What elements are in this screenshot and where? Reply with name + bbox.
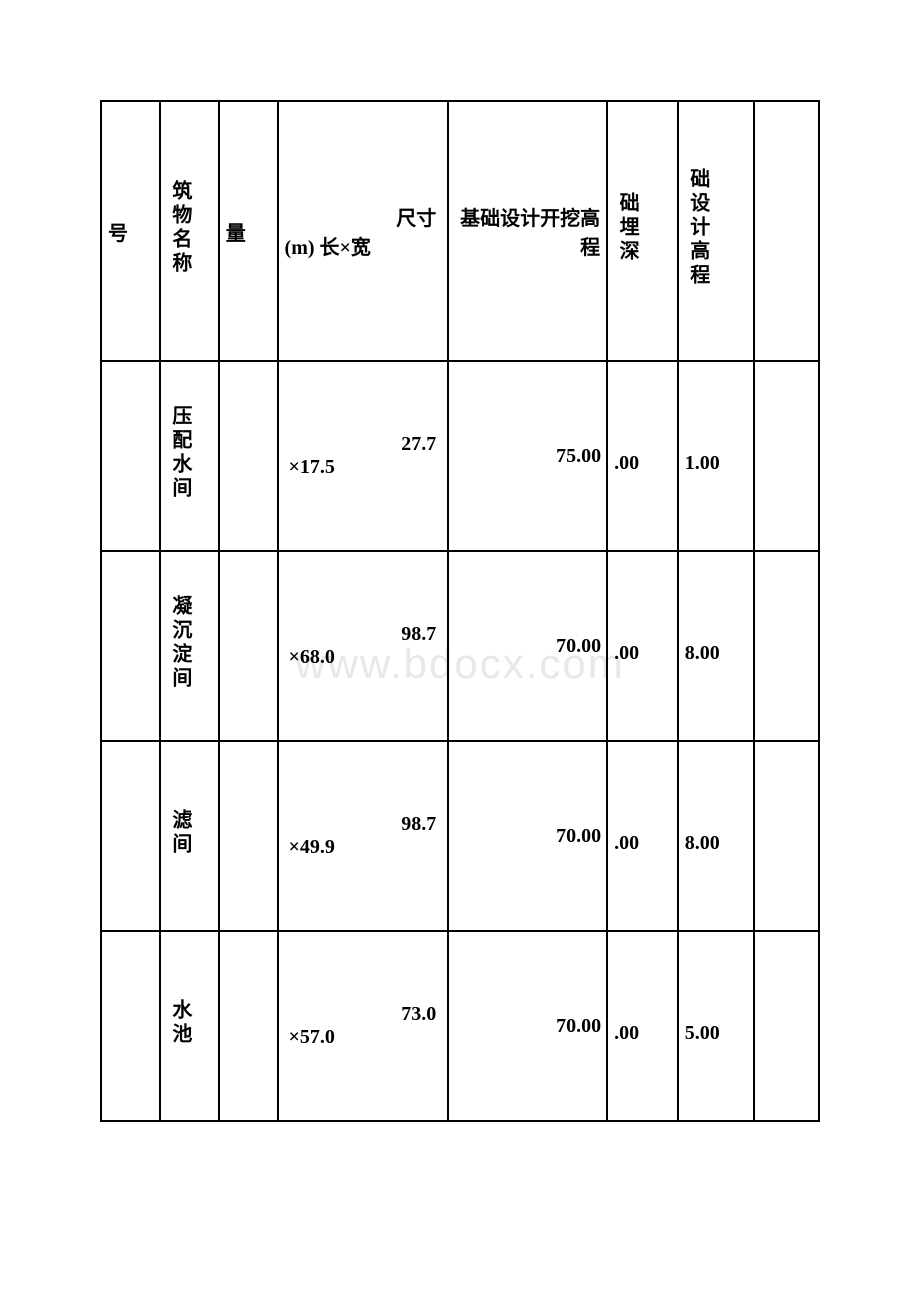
header-dim-line1: 尺寸: [285, 202, 442, 231]
header-depth-text: 础埋深: [614, 192, 640, 264]
cell-name: 滤间: [160, 741, 219, 931]
structure-table: 号 筑物名称 量 尺寸 (m) 长×宽 基础设计开挖高程 础埋深 础设计高程 压…: [100, 100, 820, 1122]
cell-dim1: 27.7: [289, 433, 442, 456]
table-row: 滤间 98.7 ×49.9 70.00 .00 8.00: [101, 741, 819, 931]
cell-elevation: 70.00: [448, 741, 607, 931]
cell-name: 压配水间: [160, 361, 219, 551]
header-empty: [754, 101, 819, 361]
cell-design: 5.00: [678, 931, 755, 1121]
cell-quantity: [219, 361, 278, 551]
cell-dim2: ×68.0: [289, 646, 442, 669]
cell-dim1: 98.7: [289, 623, 442, 646]
cell-dim2: ×49.9: [289, 836, 442, 859]
cell-dimensions: 98.7 ×49.9: [278, 741, 449, 931]
cell-design: 8.00: [678, 741, 755, 931]
header-dimensions: 尺寸 (m) 长×宽: [278, 101, 449, 361]
header-elev-text: 基础设计开挖高程: [455, 202, 600, 260]
cell-dimensions: 73.0 ×57.0: [278, 931, 449, 1121]
cell-elevation: 70.00: [448, 551, 607, 741]
cell-number: [101, 361, 160, 551]
header-quantity: 量: [219, 101, 278, 361]
header-dim-line2: (m) 长×宽: [285, 231, 442, 260]
header-number: 号: [101, 101, 160, 361]
cell-dimensions: 98.7 ×68.0: [278, 551, 449, 741]
cell-dim2: ×57.0: [289, 1026, 442, 1049]
cell-empty: [754, 361, 819, 551]
cell-empty: [754, 741, 819, 931]
cell-depth: .00: [607, 931, 678, 1121]
cell-design: 1.00: [678, 361, 755, 551]
table-row: 压配水间 27.7 ×17.5 75.00 .00 1.00: [101, 361, 819, 551]
cell-empty: [754, 551, 819, 741]
cell-name: 凝沉淀间: [160, 551, 219, 741]
cell-quantity: [219, 931, 278, 1121]
table-row: 凝沉淀间 98.7 ×68.0 70.00 .00 8.00: [101, 551, 819, 741]
cell-quantity: [219, 551, 278, 741]
cell-name-text: 滤间: [167, 809, 193, 857]
cell-number: [101, 551, 160, 741]
cell-quantity: [219, 741, 278, 931]
cell-depth: .00: [607, 361, 678, 551]
cell-dimensions: 27.7 ×17.5: [278, 361, 449, 551]
header-design-elevation: 础设计高程: [678, 101, 755, 361]
cell-number: [101, 931, 160, 1121]
header-design-text: 础设计高程: [685, 168, 711, 288]
cell-number: [101, 741, 160, 931]
cell-empty: [754, 931, 819, 1121]
cell-dim1: 98.7: [289, 813, 442, 836]
header-elevation: 基础设计开挖高程: [448, 101, 607, 361]
table-header-row: 号 筑物名称 量 尺寸 (m) 长×宽 基础设计开挖高程 础埋深 础设计高程: [101, 101, 819, 361]
cell-name-text: 水池: [167, 999, 193, 1047]
cell-dim2: ×17.5: [289, 456, 442, 479]
cell-depth: .00: [607, 741, 678, 931]
cell-name: 水池: [160, 931, 219, 1121]
header-structure-name: 筑物名称: [160, 101, 219, 361]
header-depth: 础埋深: [607, 101, 678, 361]
header-structure-name-text: 筑物名称: [167, 180, 193, 276]
cell-elevation: 75.00: [448, 361, 607, 551]
table-row: 水池 73.0 ×57.0 70.00 .00 5.00: [101, 931, 819, 1121]
cell-depth: .00: [607, 551, 678, 741]
cell-dim1: 73.0: [289, 1003, 442, 1026]
cell-name-text: 压配水间: [167, 405, 193, 501]
cell-name-text: 凝沉淀间: [167, 595, 193, 691]
cell-design: 8.00: [678, 551, 755, 741]
cell-elevation: 70.00: [448, 931, 607, 1121]
